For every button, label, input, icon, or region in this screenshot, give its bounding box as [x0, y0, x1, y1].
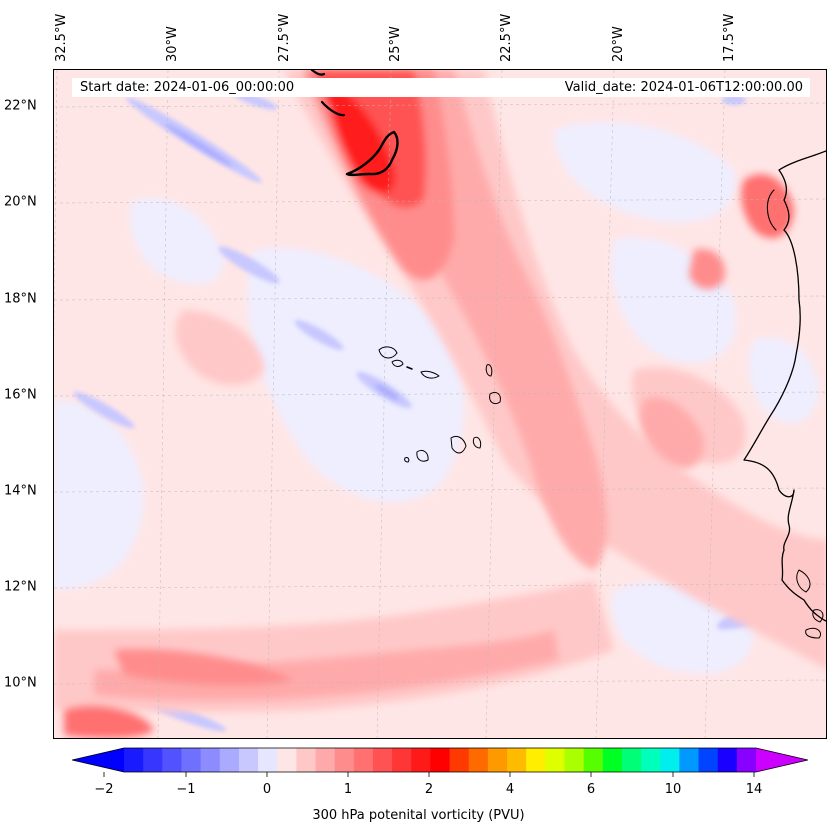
lon-label-25w: 25°W	[388, 26, 403, 62]
lat-label-10n: 10°N	[4, 675, 37, 691]
colorbar-segment	[641, 748, 661, 772]
colorbar-segment	[430, 748, 451, 772]
valid-date-label: Valid_date: 2024-01-06T12:00:00.00	[564, 80, 803, 95]
colorbar-segment	[411, 748, 432, 772]
colorbar-segment	[392, 748, 412, 772]
colorbar-segment	[219, 748, 240, 772]
colorbar-over-arrow	[756, 748, 808, 772]
coastlines	[310, 70, 826, 639]
cb-tick-neg2: −2	[94, 782, 114, 797]
pv-map: Start date: 2024-01-06_00:00:00 Valid_da…	[53, 69, 827, 739]
colorbar-segment	[487, 748, 508, 772]
lat-label-16n: 16°N	[4, 387, 37, 403]
lat-label-14n: 14°N	[4, 483, 37, 499]
lon-label-17.5w: 17.5°W	[722, 13, 737, 62]
colorbar-segment	[736, 748, 757, 772]
colorbar-segment	[679, 748, 700, 772]
lat-label-20n: 20°N	[4, 194, 37, 210]
colorbar-segment	[507, 748, 527, 772]
cb-tick-0: 0	[262, 782, 272, 797]
colorbar-segment	[124, 748, 144, 772]
colorbar-segment	[258, 748, 278, 772]
lat-label-22n: 22°N	[4, 98, 37, 114]
colorbar-segment	[698, 748, 719, 772]
colorbar-segment	[200, 748, 221, 772]
colorbar-segment	[353, 748, 374, 772]
cb-tick-neg1: −1	[176, 782, 196, 797]
colorbar-segment	[602, 748, 623, 772]
colorbar-segment	[277, 748, 297, 772]
lon-label-32.5w: 32.5°W	[54, 13, 69, 62]
lon-label-30w: 30°W	[165, 26, 180, 62]
cb-tick-6: 6	[586, 782, 596, 797]
colorbar-segment	[526, 748, 546, 772]
pv-contour-field	[54, 70, 826, 738]
colorbar-segment	[334, 748, 355, 772]
cb-tick-4: 4	[505, 782, 515, 797]
date-info-bar: Start date: 2024-01-06_00:00:00 Valid_da…	[72, 78, 810, 97]
colorbar-label: 300 hPa potenital vorticity (PVU)	[312, 808, 525, 823]
lon-label-27.5w: 27.5°W	[277, 13, 292, 62]
colorbar-segment	[315, 748, 336, 772]
cb-tick-2: 2	[424, 782, 434, 797]
colorbar-segment	[621, 748, 642, 772]
cb-tick-10: 10	[664, 782, 682, 797]
lat-label-18n: 18°N	[4, 291, 37, 307]
colorbar-segment	[545, 748, 566, 772]
cb-tick-14: 14	[745, 782, 763, 797]
colorbar-segment	[162, 748, 183, 772]
colorbar-segment	[296, 748, 317, 772]
colorbar-under-arrow	[72, 748, 124, 772]
colorbar-segment	[238, 748, 259, 772]
lon-label-22.5w: 22.5°W	[499, 13, 514, 62]
colorbar-segment	[564, 748, 585, 772]
colorbar-segment	[717, 748, 738, 772]
colorbar-segment	[449, 748, 470, 772]
colorbar-segment	[372, 748, 393, 772]
colorbar-outline	[72, 747, 808, 773]
start-date-label: Start date: 2024-01-06_00:00:00	[80, 80, 295, 95]
colorbar-segment	[660, 748, 680, 772]
colorbar-segment	[468, 748, 489, 772]
colorbar-segment	[583, 748, 604, 772]
lat-label-12n: 12°N	[4, 579, 37, 595]
colorbar-segment	[181, 748, 202, 772]
colorbar	[72, 747, 808, 777]
lon-label-20w: 20°W	[611, 26, 626, 62]
colorbar-segment	[143, 748, 163, 772]
cb-tick-1: 1	[343, 782, 353, 797]
